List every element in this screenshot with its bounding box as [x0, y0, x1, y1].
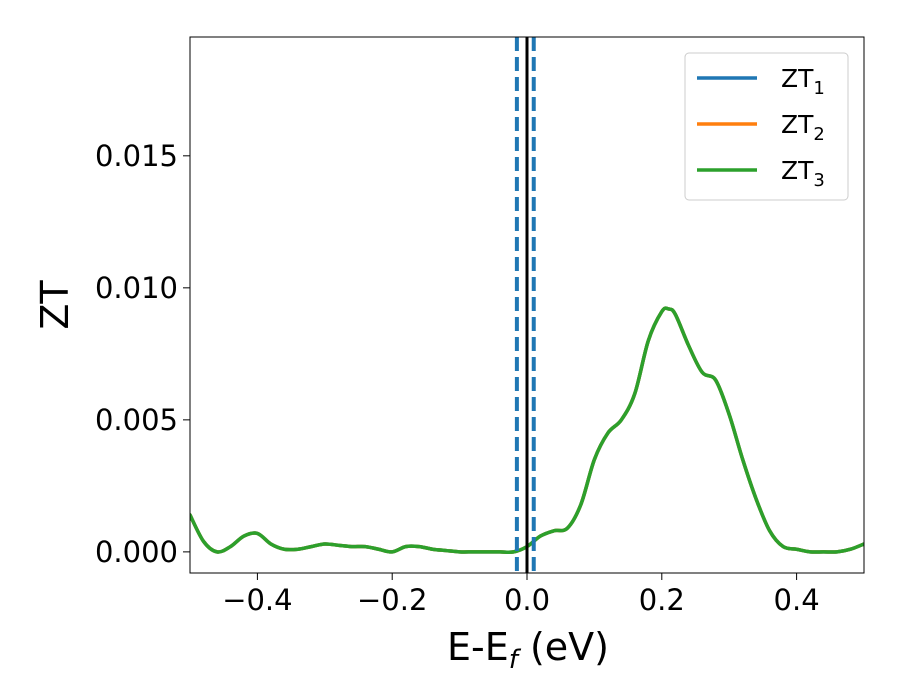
x-tick-label: 0.4: [774, 583, 820, 617]
legend-label-zt1: ZT1: [781, 64, 825, 99]
y-tick-label: 0.015: [95, 139, 178, 173]
x-tick-label: −0.4: [222, 583, 292, 617]
legend-label-zt2: ZT2: [781, 110, 825, 145]
y-tick-label: 0.005: [95, 403, 178, 437]
y-axis-ticks: 0.000 0.005 0.010 0.015: [95, 139, 190, 569]
x-axis-label-main: E-E: [447, 625, 509, 669]
legend: ZT1 ZT2 ZT3: [684, 52, 849, 201]
x-axis-label: E-Ef (eV): [447, 625, 609, 675]
x-axis-ticks: −0.4 −0.2 0.0 0.2 0.4: [222, 573, 820, 617]
reference-lines: [514, 37, 536, 573]
x-tick-label: −0.2: [357, 583, 427, 617]
legend-label-zt3: ZT3: [781, 156, 825, 191]
x-tick-label: 0.0: [504, 583, 550, 617]
y-tick-label: 0.000: [95, 535, 178, 569]
x-axis-label-suffix: (eV): [518, 625, 609, 669]
legend-box: [684, 52, 849, 201]
x-tick-label: 0.2: [639, 583, 685, 617]
y-tick-label: 0.010: [95, 271, 178, 305]
y-axis-label: ZT: [33, 280, 77, 330]
